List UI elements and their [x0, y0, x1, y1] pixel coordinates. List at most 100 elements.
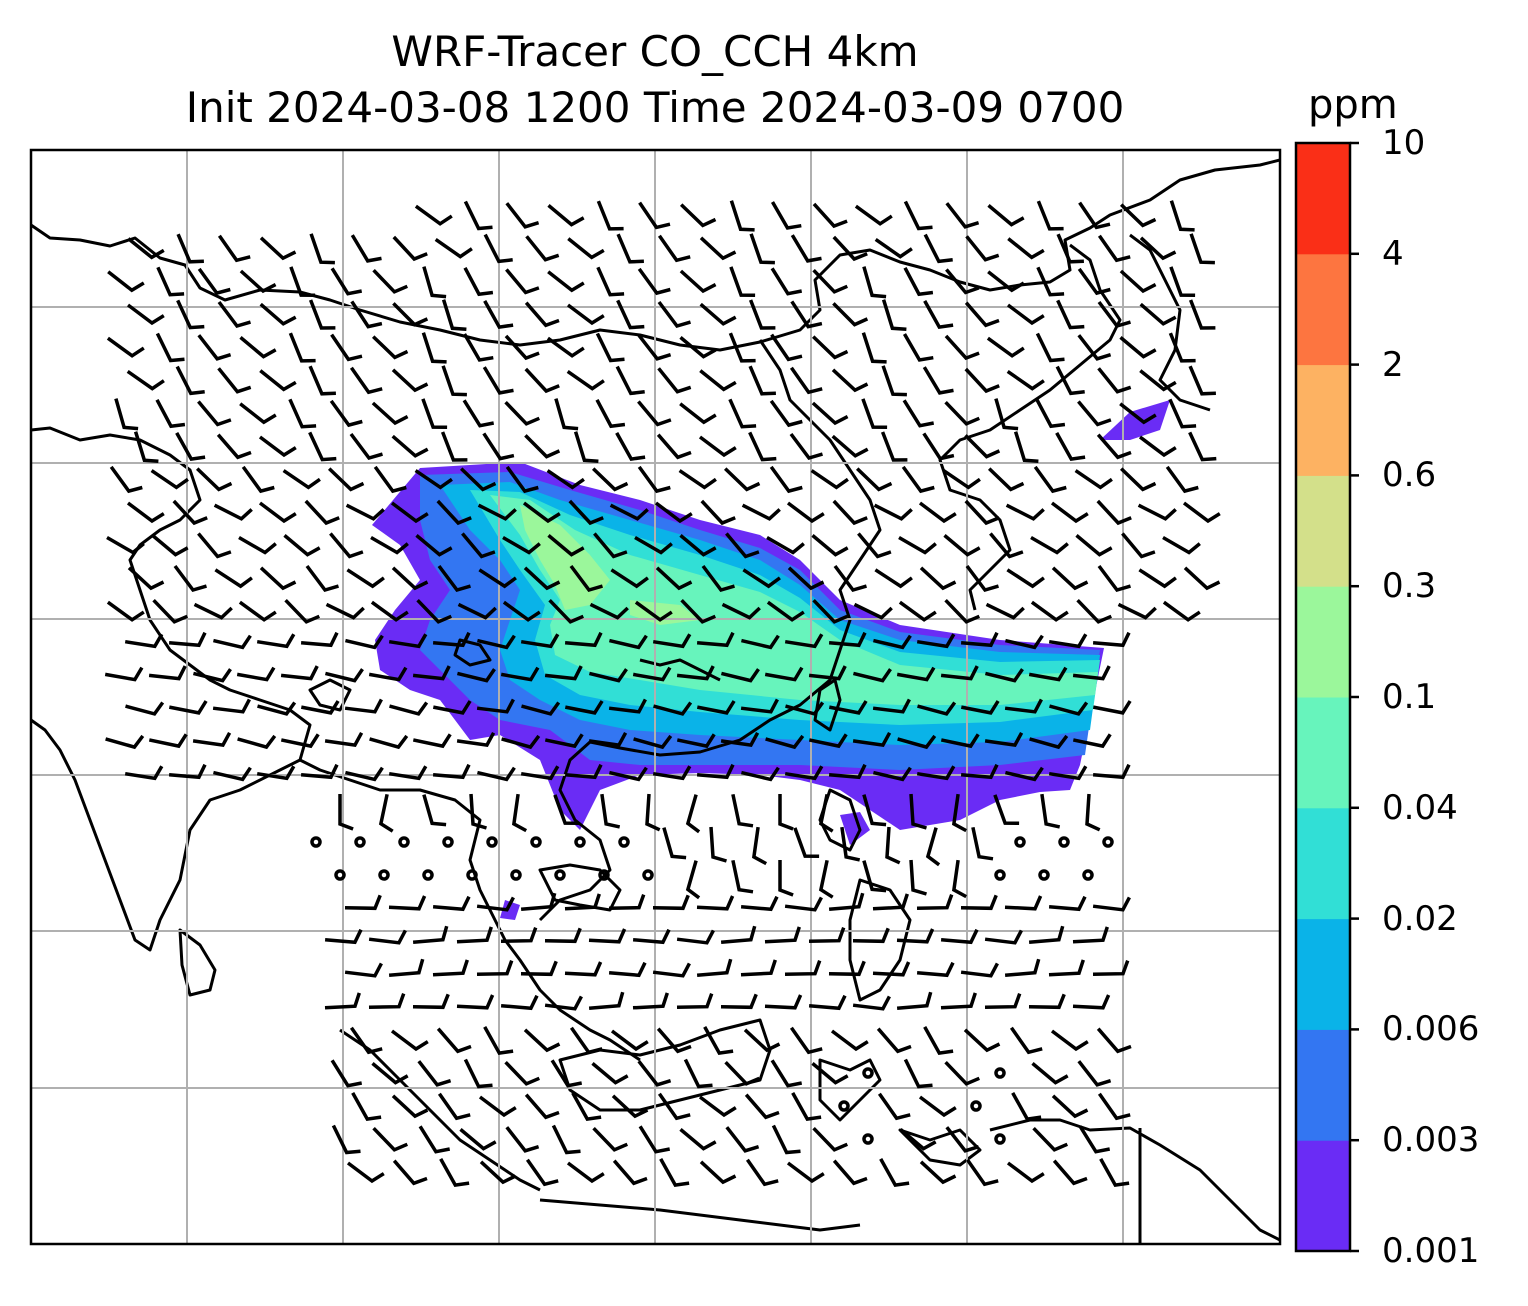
- wind-barb: [176, 233, 204, 264]
- wind-barb: [945, 268, 980, 295]
- wind-barb: [964, 367, 1000, 394]
- wind-barb: [371, 1062, 409, 1085]
- wind-barb: [520, 892, 557, 912]
- wind-barb: [637, 1060, 672, 1087]
- wind-barb: [524, 367, 560, 394]
- wind-barb: [106, 600, 145, 622]
- wind-barb: [960, 763, 999, 780]
- wind-barb: [828, 892, 865, 912]
- wind-barb: [1056, 299, 1085, 330]
- wind-barb: [818, 793, 834, 833]
- wind-barb: [873, 766, 912, 782]
- wind-barb: [238, 535, 277, 555]
- wind-barb: [790, 300, 823, 329]
- colorbar-segment-9: [1296, 143, 1350, 255]
- wind-barb: [483, 233, 513, 264]
- wind-barb: [1005, 766, 1044, 782]
- wind-barb: [679, 402, 717, 425]
- wind-barb: [940, 733, 980, 749]
- wind-barb: [195, 467, 233, 492]
- wind-barb: [615, 365, 645, 396]
- wind-barb: [632, 992, 669, 1010]
- wind-barb: [564, 893, 601, 911]
- wind-barb: [828, 960, 866, 977]
- wind-barb: [500, 994, 539, 1011]
- wind-barb: [324, 668, 364, 683]
- wind-barb: [1028, 666, 1068, 682]
- wind-barb: [872, 698, 911, 714]
- wind-barb: [609, 766, 648, 782]
- wind-barb: [657, 1092, 691, 1121]
- wind-barb: [1055, 432, 1086, 462]
- wind-barb: [1072, 926, 1109, 944]
- wind-barb: [740, 895, 779, 912]
- wind-barb: [524, 434, 561, 459]
- wind-barb: [919, 566, 957, 591]
- wind-barb: [569, 1026, 603, 1055]
- wind-barb: [1005, 634, 1044, 650]
- wind-barb: [259, 369, 297, 392]
- wind-barb: [923, 233, 953, 264]
- wind-barb: [876, 1027, 912, 1054]
- wind-barb: [964, 301, 1000, 328]
- wind-barb: [462, 333, 494, 362]
- colorbar-segment-2: [1296, 918, 1350, 1030]
- wind-barb: [729, 200, 755, 232]
- wind-barb: [741, 766, 780, 782]
- wind-barb: [1076, 598, 1112, 624]
- wind-barb: [852, 731, 892, 748]
- wind-barb: [324, 992, 361, 1010]
- colorbar-tick-label: 0.003: [1382, 1120, 1480, 1161]
- wind-barb: [1028, 925, 1065, 945]
- colorbar-frame: [1294, 141, 1352, 1253]
- wind-barb: [257, 701, 297, 716]
- wind-barb: [127, 237, 165, 260]
- wind-barb: [1048, 633, 1088, 649]
- wind-barb: [1072, 733, 1112, 749]
- wind-barb: [993, 794, 1020, 826]
- wind-barb: [699, 302, 737, 326]
- wind-barb: [547, 204, 585, 227]
- wind-barb: [655, 566, 693, 591]
- wind-barb: [657, 234, 691, 263]
- wind-barb: [109, 465, 143, 494]
- wind-barb: [300, 631, 339, 648]
- wind-barb: [874, 237, 913, 259]
- wind-barb: [1097, 234, 1131, 263]
- wind-barbs: [104, 200, 1221, 1188]
- calm-wind-circle: [378, 869, 390, 881]
- wind-barb: [787, 566, 825, 591]
- wind-barb: [1117, 602, 1157, 620]
- wind-barb: [902, 399, 935, 428]
- wind-barb: [238, 600, 277, 622]
- calm-wind-circle: [1102, 836, 1114, 848]
- wind-barb: [192, 668, 232, 683]
- wind-barb: [329, 532, 364, 559]
- wind-barb: [877, 1092, 911, 1121]
- wind-barb: [873, 503, 913, 521]
- wind-barb: [482, 432, 515, 461]
- wind-barb: [1050, 1029, 1089, 1052]
- wind-barb: [349, 1026, 383, 1055]
- wind-barb: [922, 366, 954, 395]
- wind-barb: [831, 434, 869, 458]
- colorbar-tick-label: 0.006: [1382, 1009, 1480, 1050]
- calm-wind-circle: [354, 836, 366, 848]
- wind-barb: [899, 1128, 937, 1151]
- wind-barb: [564, 961, 603, 977]
- wind-barb: [909, 859, 927, 896]
- wind-barb: [740, 698, 779, 714]
- wind-barb: [1189, 233, 1215, 265]
- wind-barb: [770, 1059, 803, 1088]
- wind-barb: [1077, 1060, 1112, 1087]
- wind-barb: [683, 1058, 713, 1089]
- wind-barb: [1139, 236, 1177, 261]
- wind-barb: [1097, 564, 1131, 593]
- wind-barb: [330, 1059, 363, 1088]
- wind-barb: [1188, 299, 1216, 330]
- calm-wind-circle: [1014, 836, 1026, 848]
- colorbar-segment-0: [1296, 1140, 1350, 1252]
- wind-barb: [600, 793, 621, 829]
- wind-barb: [965, 235, 1000, 262]
- wind-barb: [659, 1158, 690, 1188]
